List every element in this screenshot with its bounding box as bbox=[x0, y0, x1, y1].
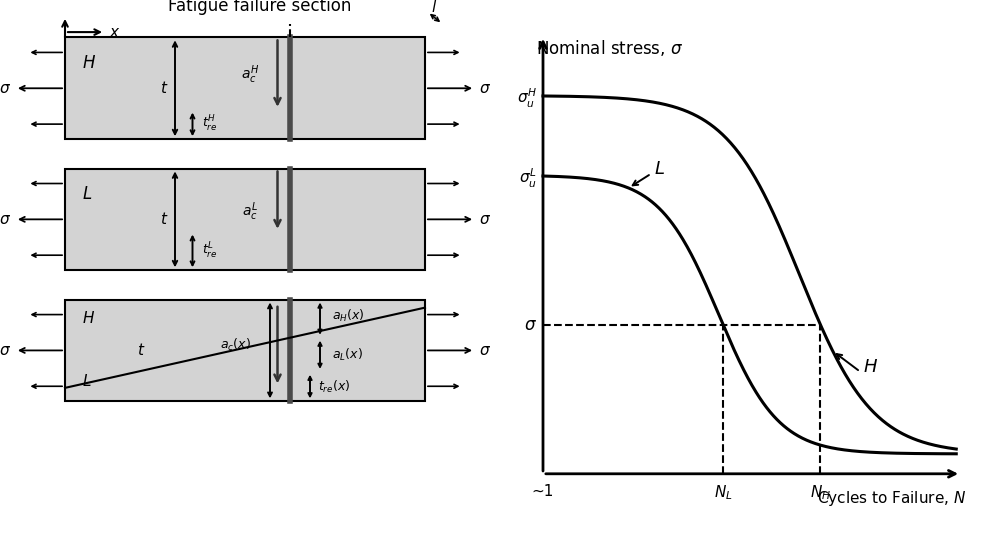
Bar bbox=[65, 300, 425, 401]
Text: Cycles to Failure, $N$: Cycles to Failure, $N$ bbox=[817, 489, 966, 508]
Text: $t_{re}(x)$: $t_{re}(x)$ bbox=[318, 378, 350, 395]
Text: $\sigma$: $\sigma$ bbox=[479, 212, 491, 227]
Text: $a_H(x)$: $a_H(x)$ bbox=[332, 308, 365, 324]
Text: $N_L$: $N_L$ bbox=[714, 484, 732, 502]
Bar bbox=[65, 37, 425, 139]
Text: $a_L(x)$: $a_L(x)$ bbox=[332, 347, 363, 363]
Text: Nominal stress, $\sigma$: Nominal stress, $\sigma$ bbox=[536, 39, 683, 58]
Text: Fatigue failure section: Fatigue failure section bbox=[168, 0, 352, 15]
Text: t: t bbox=[160, 81, 166, 96]
Text: t: t bbox=[160, 212, 166, 227]
Text: $t_{re}^H$: $t_{re}^H$ bbox=[202, 114, 218, 134]
Text: L: L bbox=[655, 159, 665, 178]
Text: $\sigma$: $\sigma$ bbox=[0, 212, 11, 227]
Text: $\sigma$: $\sigma$ bbox=[479, 81, 491, 96]
Text: x: x bbox=[109, 25, 118, 40]
Text: $\sigma_u^L$: $\sigma_u^L$ bbox=[519, 167, 537, 190]
Text: t: t bbox=[137, 343, 143, 358]
Text: $l$: $l$ bbox=[431, 0, 437, 15]
Text: $a_c^L$: $a_c^L$ bbox=[242, 200, 258, 223]
Text: $N_H$: $N_H$ bbox=[810, 484, 831, 502]
Bar bbox=[65, 169, 425, 270]
Text: $\sigma$: $\sigma$ bbox=[479, 343, 491, 358]
Text: ~1: ~1 bbox=[532, 484, 554, 499]
Text: L: L bbox=[82, 185, 92, 203]
Text: H: H bbox=[864, 358, 877, 376]
Text: H: H bbox=[82, 54, 95, 72]
Text: $\sigma$: $\sigma$ bbox=[0, 81, 11, 96]
Text: H: H bbox=[82, 311, 94, 326]
Text: L: L bbox=[82, 374, 91, 389]
Text: $t_{re}^L$: $t_{re}^L$ bbox=[202, 241, 218, 261]
Text: $\sigma$: $\sigma$ bbox=[524, 316, 537, 333]
Text: $a_c^H$: $a_c^H$ bbox=[241, 64, 259, 86]
Text: $a_c(x)$: $a_c(x)$ bbox=[220, 337, 250, 353]
Text: $\sigma$: $\sigma$ bbox=[0, 343, 11, 358]
Text: $\sigma_u^H$: $\sigma_u^H$ bbox=[517, 87, 537, 110]
